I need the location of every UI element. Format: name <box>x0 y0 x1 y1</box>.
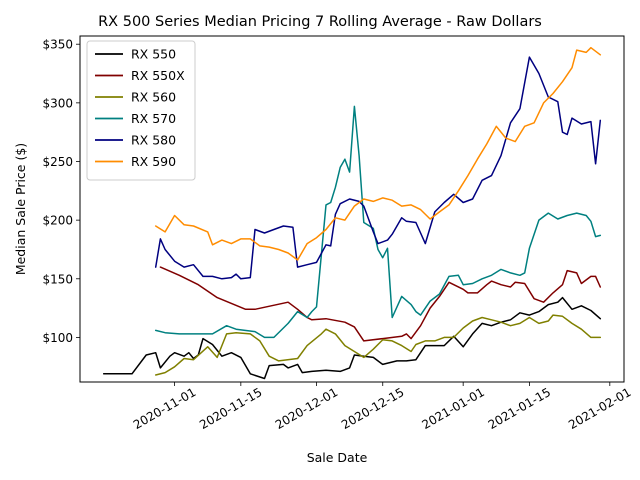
series-line-rx-570 <box>154 105 602 339</box>
y-tick-label: $100 <box>42 331 73 345</box>
y-tick-label: $150 <box>42 272 73 286</box>
legend-label: RX 560 <box>131 90 176 105</box>
legend-label: RX 550 <box>131 47 176 62</box>
plot-lines <box>102 46 602 380</box>
series-line-rx-580 <box>154 56 602 280</box>
series-line-rx-550 <box>102 296 602 380</box>
y-tick-label: $300 <box>42 96 73 110</box>
y-tick-label: $200 <box>42 214 73 228</box>
series-line-rx-590 <box>154 46 602 261</box>
legend-label: RX 570 <box>131 111 176 126</box>
y-axis-ticks: $100 $150 $200 $250 $300 $350 <box>42 38 80 345</box>
legend-label: RX 550X <box>131 68 185 83</box>
legend: RX 550 RX 550X RX 560 RX 570 RX 580 RX 590 <box>86 40 196 181</box>
series-line-rx-550x <box>159 266 602 342</box>
y-tick-label: $250 <box>42 155 73 169</box>
series-line-rx-560 <box>154 314 602 376</box>
plot-frame <box>79 35 625 383</box>
chart-title: RX 500 Series Median Pricing 7 Rolling A… <box>98 14 542 30</box>
y-axis-label: Median Sale Price ($) <box>13 143 28 275</box>
x-axis-label: Sale Date <box>307 450 368 465</box>
y-tick-label: $350 <box>42 38 73 52</box>
legend-label: RX 590 <box>131 154 176 169</box>
legend-label: RX 580 <box>131 133 176 148</box>
